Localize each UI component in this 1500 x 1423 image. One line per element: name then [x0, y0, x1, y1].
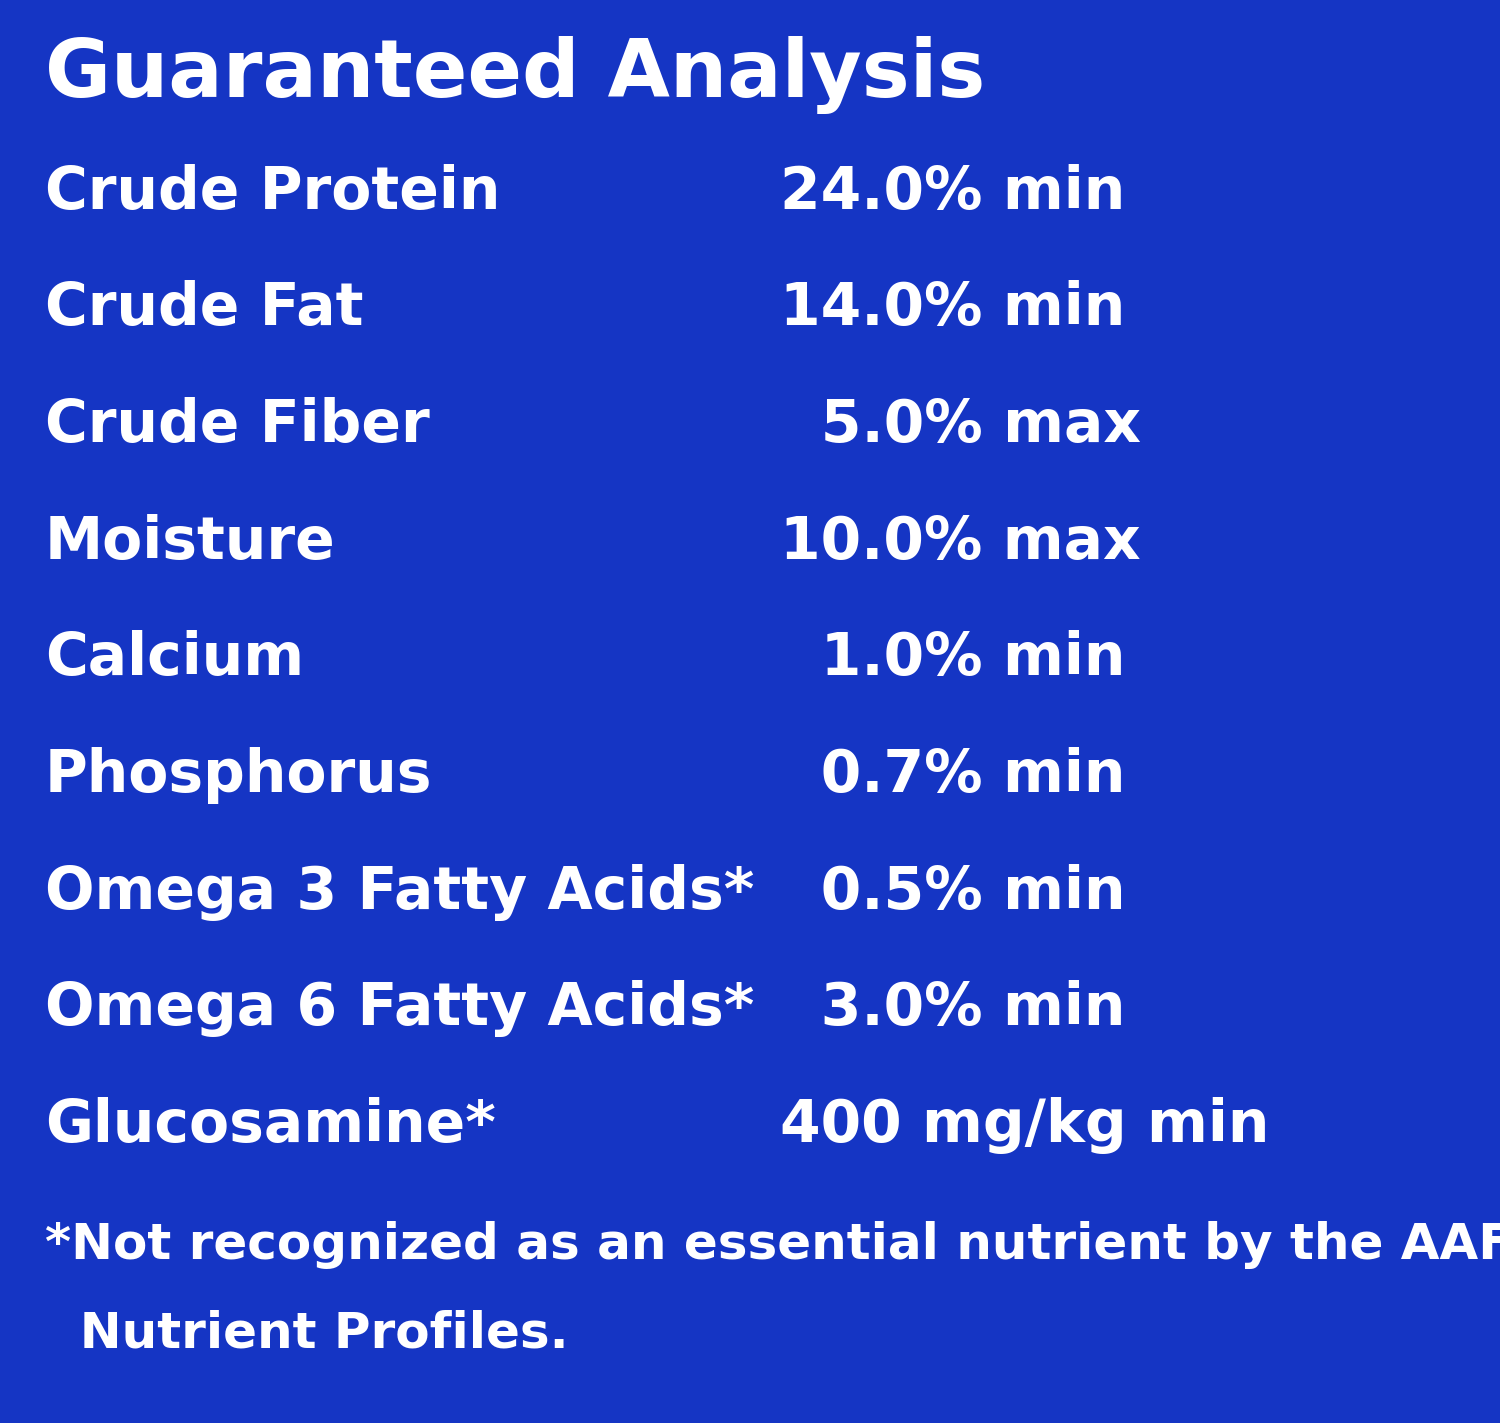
Text: Phosphorus: Phosphorus — [45, 747, 432, 804]
Text: 3.0% min: 3.0% min — [780, 980, 1125, 1037]
Text: Omega 3 Fatty Acids*: Omega 3 Fatty Acids* — [45, 864, 754, 921]
Text: Glucosamine*: Glucosamine* — [45, 1097, 497, 1154]
Text: 14.0% min: 14.0% min — [780, 280, 1125, 337]
Text: Omega 6 Fatty Acids*: Omega 6 Fatty Acids* — [45, 980, 754, 1037]
Text: Crude Fat: Crude Fat — [45, 280, 363, 337]
Text: Crude Fiber: Crude Fiber — [45, 397, 429, 454]
Text: 0.5% min: 0.5% min — [780, 864, 1125, 921]
Text: Calcium: Calcium — [45, 630, 304, 687]
Text: *Not recognized as an essential nutrient by the AAFCO Dog Food: *Not recognized as an essential nutrient… — [45, 1221, 1500, 1269]
Text: 24.0% min: 24.0% min — [780, 164, 1125, 221]
Text: Guaranteed Analysis: Guaranteed Analysis — [45, 36, 986, 114]
Text: Nutrient Profiles.: Nutrient Profiles. — [45, 1309, 568, 1358]
Text: Crude Protein: Crude Protein — [45, 164, 501, 221]
Text: Moisture: Moisture — [45, 514, 336, 571]
Text: 1.0% min: 1.0% min — [780, 630, 1125, 687]
Text: 10.0% max: 10.0% max — [780, 514, 1140, 571]
Text: 400 mg/kg min: 400 mg/kg min — [780, 1097, 1269, 1154]
Text: 0.7% min: 0.7% min — [780, 747, 1125, 804]
Text: 5.0% max: 5.0% max — [780, 397, 1142, 454]
